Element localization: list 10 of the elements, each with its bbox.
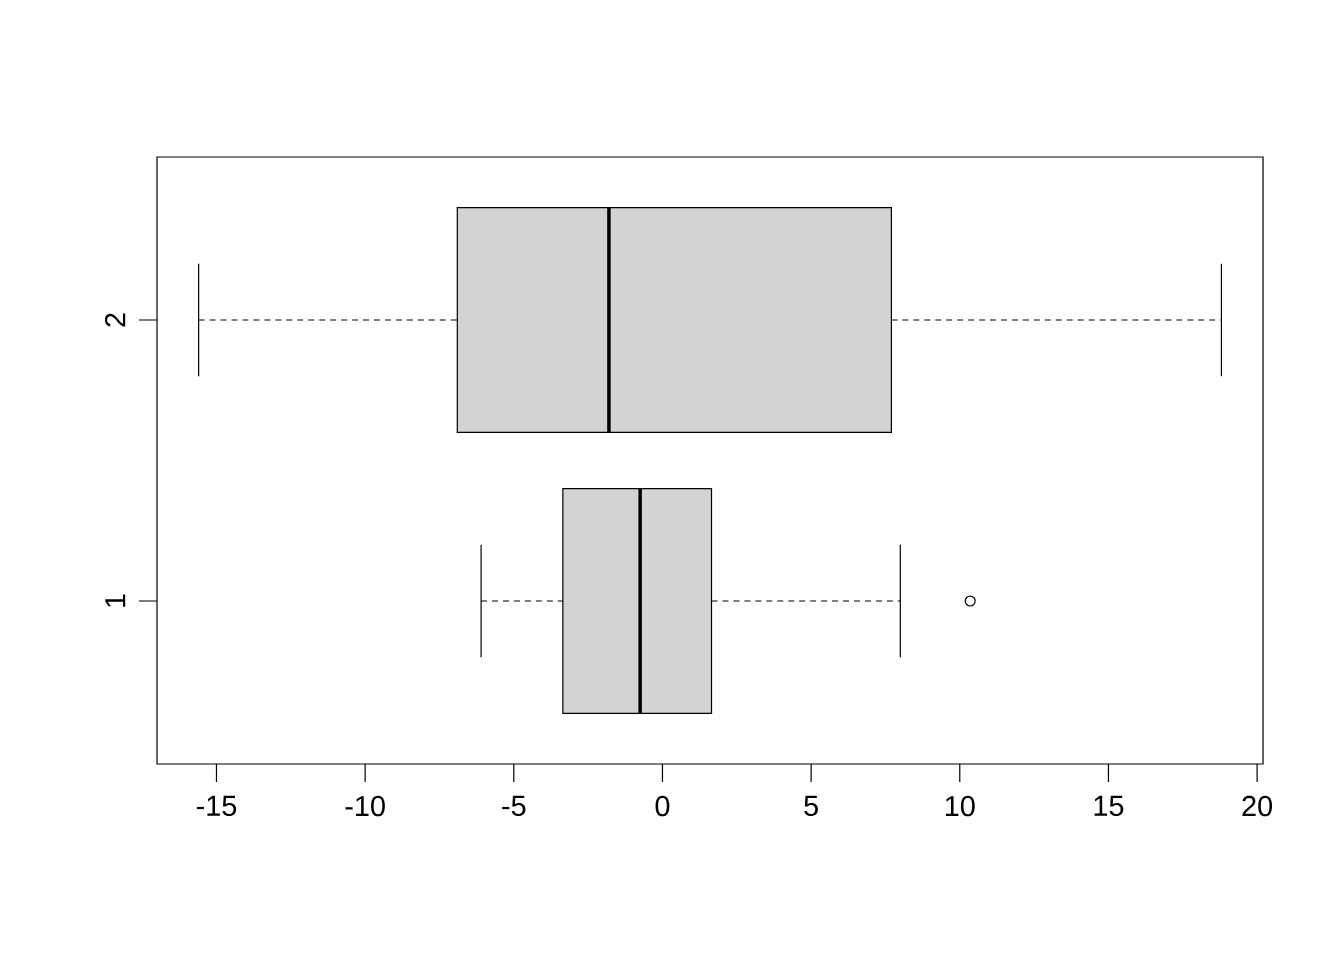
x-tick-label: -10 [345, 795, 385, 817]
x-tick-label: -5 [502, 795, 526, 816]
x-tick-label: 5 [804, 795, 818, 816]
y-tick-label: 2 [105, 313, 126, 327]
x-tick-label: 0 [655, 795, 670, 817]
x-tick-label: -15 [196, 795, 237, 816]
x-tick-label: 10 [945, 795, 975, 817]
y-tick-label: 1 [105, 594, 126, 607]
x-tick-label: 20 [1242, 795, 1273, 817]
x-tick-label: 15 [1094, 795, 1124, 816]
